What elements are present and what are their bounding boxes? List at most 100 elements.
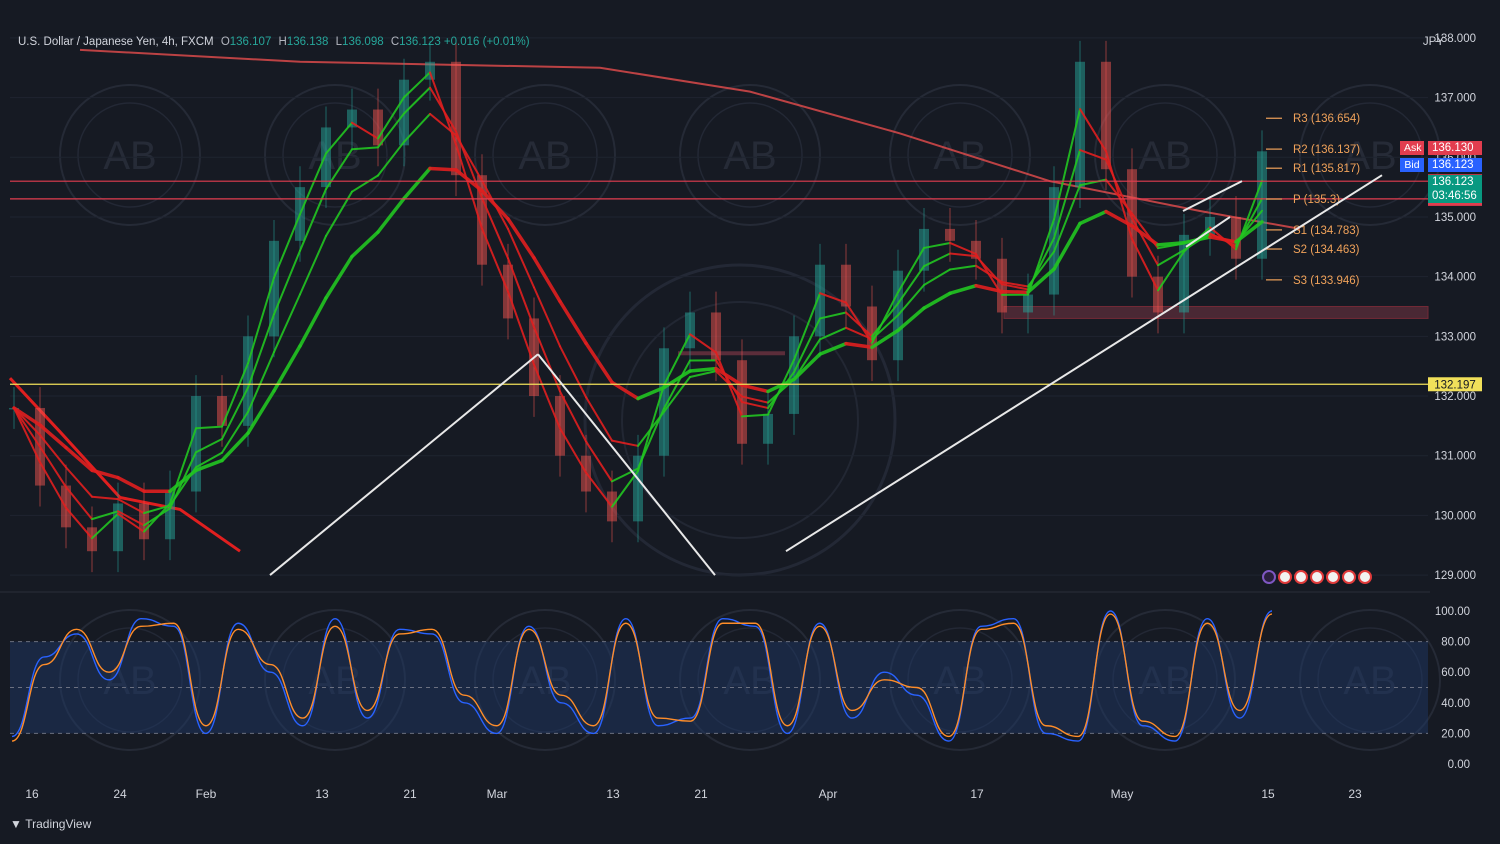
watermark-seal-inner (1317, 627, 1423, 733)
ema-ribbon-segment (819, 311, 847, 320)
ema-ribbon-segment (584, 341, 614, 385)
ema-ribbon-segment (845, 326, 873, 341)
ema-ribbon-segment (325, 148, 353, 191)
us-flag-icon[interactable] (1326, 570, 1340, 584)
ema-ribbon-segment (351, 146, 379, 151)
candle-body (451, 61, 461, 176)
candle-body (633, 455, 643, 522)
watermark-seal-inner (907, 627, 1013, 733)
candle-body (321, 127, 331, 188)
price-tick-label: 130.000 (1434, 510, 1476, 522)
time-tick-label: 16 (25, 787, 39, 801)
candle-body (789, 336, 799, 414)
ema-ribbon-segment (429, 112, 457, 137)
ema-ribbon-segment (871, 302, 899, 338)
ema-ribbon-segment (974, 283, 1004, 294)
ema-ribbon-segment (558, 299, 588, 345)
ema-ribbon-segment (532, 256, 562, 304)
candle-body (1153, 276, 1163, 313)
ema-ribbon-segment (429, 86, 457, 133)
jp-flag-icon[interactable] (1342, 570, 1356, 584)
ema-ribbon-segment (1001, 281, 1029, 288)
ema-ribbon-segment (922, 291, 952, 310)
ema-ribbon-segment (480, 189, 510, 221)
us-flag-icon[interactable] (1278, 570, 1292, 584)
ema-ribbon-segment (663, 375, 691, 413)
ema-ribbon-segment (741, 413, 769, 418)
ema-ribbon-segment (12, 406, 42, 427)
close-value: 136.123 (399, 36, 441, 48)
ema-ribbon-segment (688, 366, 718, 373)
events-icon[interactable] (1262, 570, 1276, 584)
ema-ribbon-segment (221, 362, 249, 428)
ema-ribbon-segment (610, 380, 640, 401)
stoch-tick-label: 80.00 (1441, 637, 1470, 649)
ema-ribbon-segment (897, 246, 925, 294)
horizontal-level-badge (1428, 377, 1482, 392)
watermark-monogram: AB (933, 659, 986, 703)
time-tick-label: Feb (196, 787, 217, 801)
ema-ribbon-segment (559, 390, 587, 443)
watermark-seal (679, 609, 821, 751)
ema-ribbon-segment (1053, 184, 1081, 253)
bid-label: Bid (1400, 158, 1424, 172)
watermark-seal (59, 84, 201, 226)
us-flag-icon[interactable] (1310, 570, 1324, 584)
ema-ribbon-segment (896, 306, 926, 333)
watermark-seal (474, 84, 616, 226)
ema-ribbon-segment (897, 283, 925, 317)
ema-ribbon-segment (689, 333, 717, 354)
watermark-big-seal-inner (621, 301, 859, 539)
candle-body (945, 228, 955, 241)
watermark-seal-inner (77, 102, 183, 208)
trendline (1185, 216, 1231, 248)
ema-ribbon-segment (1131, 238, 1159, 292)
support-zone (1003, 305, 1429, 319)
ema-ribbon-segment (1104, 209, 1134, 228)
time-tick-label: 23 (1348, 787, 1362, 801)
candle-body (269, 240, 279, 337)
event-icons[interactable] (1262, 570, 1372, 584)
time-tick-label: 21 (694, 787, 708, 801)
ema-ribbon-segment (1001, 283, 1029, 291)
ema-ribbon-segment (819, 292, 847, 304)
ema-ribbon-segment (272, 344, 302, 393)
ema-ribbon-segment (533, 286, 561, 348)
ema-ribbon-segment (1208, 235, 1238, 244)
time-tick-label: Mar (487, 787, 508, 801)
ema-ribbon-segment (870, 328, 900, 350)
time-tick-label: 21 (403, 787, 417, 801)
ema-ribbon-segment (1130, 224, 1160, 247)
candle-body (659, 348, 669, 456)
watermark-seal-inner (1112, 627, 1218, 733)
ema-ribbon-segment (91, 510, 119, 521)
ema-ribbon-segment (793, 317, 821, 374)
ema-ribbon-segment (1026, 267, 1056, 294)
ema-ribbon-segment (948, 283, 978, 296)
ema-ribbon-segment (13, 406, 41, 448)
ema-ribbon-segment (1079, 108, 1107, 153)
watermark-seal (889, 84, 1031, 226)
ema-ribbon-segment (91, 495, 119, 501)
ema-ribbon-segment (1078, 209, 1108, 226)
watermark-seal-inner (907, 102, 1013, 208)
ema-ribbon-segment (636, 385, 666, 401)
tradingview-logo[interactable]: ▼ TradingView (10, 817, 91, 831)
us-flag-icon[interactable] (1294, 570, 1308, 584)
pivot-label: S3 (133.946) (1293, 275, 1360, 287)
ema-ribbon-segment (116, 475, 146, 493)
ema-ribbon-segment (377, 140, 405, 177)
ema-ribbon-segment (13, 406, 41, 464)
candle-body (1127, 169, 1137, 277)
watermark-seal (1299, 84, 1441, 226)
jp-flag-icon[interactable] (1358, 570, 1372, 584)
ema-ribbon-segment (168, 468, 198, 494)
ask-price: 136.130 (1428, 141, 1482, 155)
ema-ribbon-segment (117, 512, 145, 533)
ema-ribbon-segment (403, 71, 431, 99)
ema-ribbon-segment (39, 434, 67, 469)
candle-body (347, 109, 357, 128)
ema-ribbon-segment (351, 121, 379, 140)
